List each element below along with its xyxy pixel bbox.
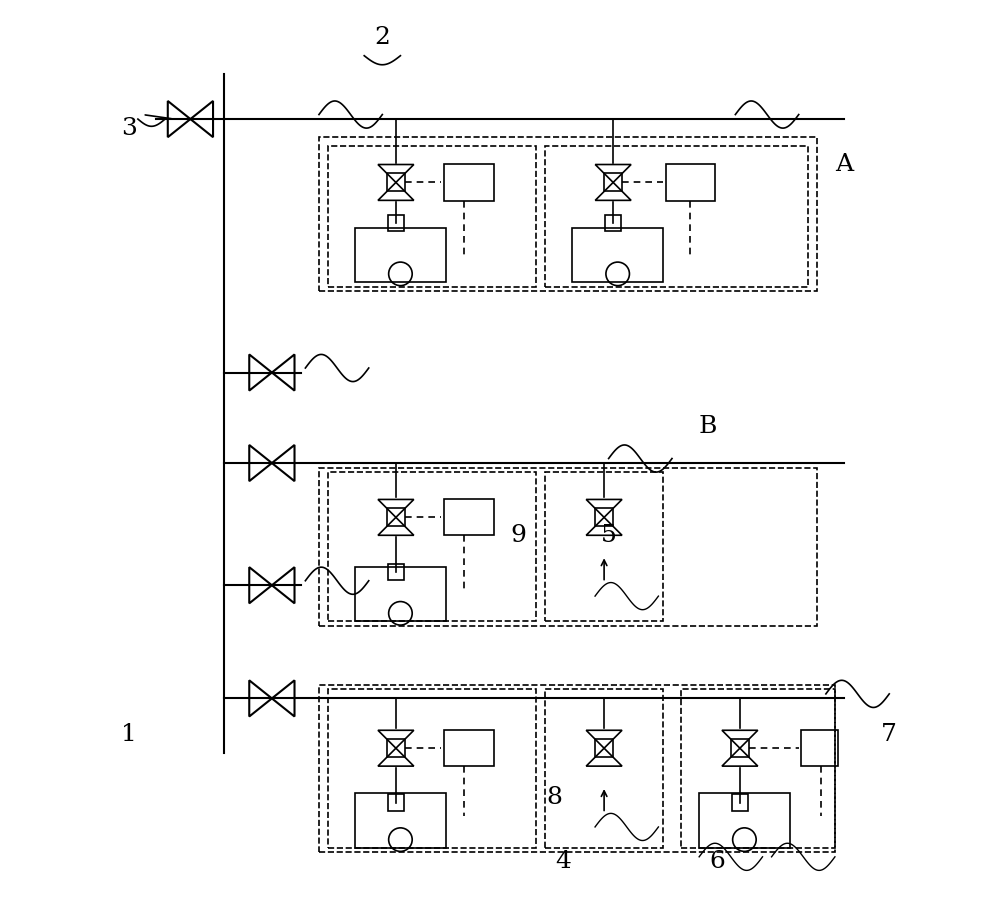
- Bar: [328, 146, 536, 287]
- Bar: [801, 730, 838, 766]
- Bar: [387, 508, 405, 527]
- Text: 1: 1: [121, 723, 137, 746]
- Bar: [732, 794, 748, 811]
- Bar: [545, 146, 808, 287]
- Bar: [328, 472, 536, 621]
- Text: 9: 9: [510, 524, 526, 547]
- Bar: [388, 215, 404, 232]
- Bar: [666, 164, 715, 201]
- Bar: [388, 564, 404, 580]
- Bar: [387, 739, 405, 757]
- Bar: [319, 685, 835, 853]
- Bar: [605, 215, 621, 232]
- Text: A: A: [835, 153, 853, 176]
- Bar: [328, 689, 536, 848]
- Bar: [595, 508, 613, 527]
- Bar: [355, 568, 446, 621]
- Bar: [444, 499, 494, 536]
- Bar: [545, 472, 663, 621]
- Bar: [444, 164, 494, 201]
- Bar: [355, 228, 446, 282]
- Bar: [681, 689, 835, 848]
- Text: 6: 6: [709, 850, 725, 873]
- Text: 7: 7: [881, 723, 897, 746]
- Bar: [388, 794, 404, 811]
- Bar: [444, 730, 494, 766]
- Bar: [355, 794, 446, 848]
- Bar: [699, 794, 790, 848]
- Text: 5: 5: [601, 524, 617, 547]
- Text: 4: 4: [555, 850, 571, 873]
- Bar: [387, 173, 405, 192]
- Text: 3: 3: [121, 116, 137, 140]
- Bar: [545, 689, 663, 848]
- Bar: [595, 739, 613, 757]
- Bar: [572, 228, 663, 282]
- Bar: [731, 739, 749, 757]
- Bar: [319, 137, 817, 291]
- Bar: [604, 173, 622, 192]
- Text: B: B: [699, 415, 717, 439]
- Text: 8: 8: [546, 786, 562, 810]
- Text: 2: 2: [374, 26, 390, 49]
- Bar: [319, 468, 817, 626]
